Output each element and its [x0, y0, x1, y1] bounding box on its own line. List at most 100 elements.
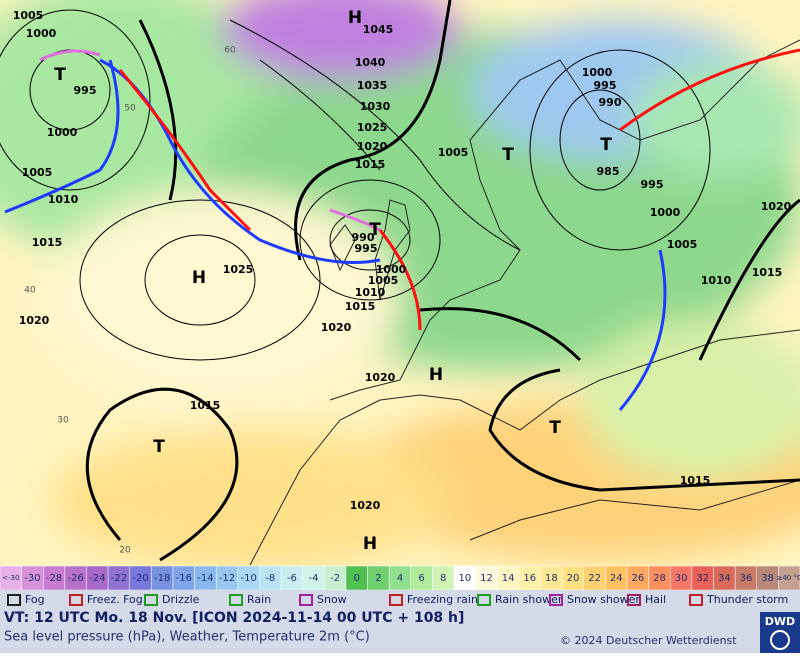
isobar-label: 1005 [22, 166, 53, 179]
isobar-label: 1000 [47, 126, 78, 139]
color-label: 16 [523, 573, 536, 584]
color-label: 24 [610, 573, 623, 584]
color-label: -6 [287, 573, 297, 584]
color-label: -22 [111, 573, 127, 584]
color-label: -10 [240, 573, 256, 584]
color-label: 6 [418, 573, 424, 584]
pressure-center: T [600, 135, 612, 155]
color-label: 12 [480, 573, 493, 584]
pressure-center: H [363, 534, 377, 554]
color-label: -26 [68, 573, 84, 584]
legend-icon [477, 594, 491, 606]
legend-label: Hail [645, 593, 666, 606]
legend-label: Drizzle [162, 593, 200, 606]
isobar-label: 995 [641, 178, 664, 191]
color-label: 2 [375, 573, 381, 584]
isobar-label: 990 [599, 96, 622, 109]
color-bar: <-30 -30 -28 -26 -24 -22 -20 -18 -16 -14 -12 -10 -8-… [0, 565, 800, 591]
legend-icon [549, 594, 563, 606]
isobar-label: 1010 [48, 193, 79, 206]
legend-icon [69, 594, 83, 606]
isobar-label: 1015 [355, 158, 386, 171]
color-label: 10 [458, 573, 471, 584]
isobar-label: 1000 [582, 66, 613, 79]
isobar-label: 990 [352, 231, 375, 244]
isobar-label: 1000 [26, 27, 57, 40]
isobar-label: 1020 [365, 371, 396, 384]
color-label: ≥40 °C [776, 574, 800, 582]
legend-label: Rain [247, 593, 271, 606]
color-label: -8 [265, 573, 275, 584]
legend-label: Freez. Fog [87, 593, 143, 606]
color-label: 30 [675, 573, 688, 584]
color-label: -4 [309, 573, 319, 584]
pressure-center: T [502, 145, 514, 165]
color-label: -2 [330, 573, 340, 584]
color-label: -14 [197, 573, 213, 584]
isobar-label: 1015 [32, 236, 63, 249]
isotherm-label: 20 [119, 546, 131, 556]
isobar-label: 1015 [190, 399, 221, 412]
map: H104510401035103010251020101510051000995… [0, 0, 800, 570]
color-label: 22 [588, 573, 601, 584]
isotherm-label: 40 [24, 286, 36, 296]
logo-swirl [770, 630, 790, 650]
color-label: 14 [502, 573, 515, 584]
pressure-center: H [348, 8, 362, 28]
isobar-label: 1005 [368, 274, 399, 287]
isobar-label: 1005 [667, 238, 698, 251]
isobar-label: 1000 [650, 206, 681, 219]
legend-icon [7, 594, 21, 606]
pressure-center: H [192, 268, 206, 288]
isotherm-label: 60 [224, 46, 236, 56]
color-label: 34 [718, 573, 731, 584]
pressure-center: H [429, 365, 443, 385]
isobar-label: 1025 [357, 121, 388, 134]
color-label: -28 [46, 573, 62, 584]
legend-icon [144, 594, 158, 606]
isobar-label: 1005 [13, 9, 44, 22]
footer-bg [0, 590, 800, 653]
color-label: -16 [176, 573, 192, 584]
isobar-label: 1020 [357, 140, 388, 153]
isobar-label: 1035 [357, 79, 388, 92]
legend-icon [389, 594, 403, 606]
color-label: 28 [653, 573, 666, 584]
valid-time: VT: 12 UTC Mo. 18 Nov. [ICON 2024-11-14 … [4, 610, 464, 626]
isobar-label: 995 [594, 79, 617, 92]
isobar-label: 1040 [355, 56, 386, 69]
color-label: 26 [631, 573, 644, 584]
color-label: 0 [354, 573, 360, 584]
color-label: 18 [545, 573, 558, 584]
legend-icon [299, 594, 313, 606]
isobar-label: 1045 [363, 23, 394, 36]
color-label: -20 [132, 573, 148, 584]
isobar-label: 1020 [761, 200, 792, 213]
pressure-center: T [549, 418, 561, 438]
isobar-label: 1020 [19, 314, 50, 327]
color-label: -12 [219, 573, 235, 584]
isobar-label: 1025 [223, 263, 254, 276]
isotherm-label: 30 [57, 416, 69, 426]
legend-label: Snow [317, 593, 347, 606]
isobar-label: 1020 [350, 499, 381, 512]
isobar-label: 1010 [355, 286, 386, 299]
legend-label: Thunder storm [706, 593, 788, 606]
isobar-label: 1000 [376, 263, 407, 276]
legend-label: Rain shower [495, 593, 563, 606]
legend-icon [229, 594, 243, 606]
logo-box [760, 612, 800, 653]
isobar-label: 995 [355, 242, 378, 255]
color-label: 20 [567, 573, 580, 584]
isobar-label: 1005 [438, 146, 469, 159]
isobar-label: 1015 [752, 266, 783, 279]
isobar-label: 1015 [345, 300, 376, 313]
color-label: -24 [89, 573, 105, 584]
color-label: 38 [761, 573, 774, 584]
pressure-center: T [369, 220, 381, 240]
legend: Fog Freez. Fog Drizzle Rain Snow Freezing rai… [7, 593, 788, 606]
legend-label: Snow shower [567, 593, 640, 606]
legend-icon [689, 594, 703, 606]
logo: DWD [765, 615, 795, 628]
